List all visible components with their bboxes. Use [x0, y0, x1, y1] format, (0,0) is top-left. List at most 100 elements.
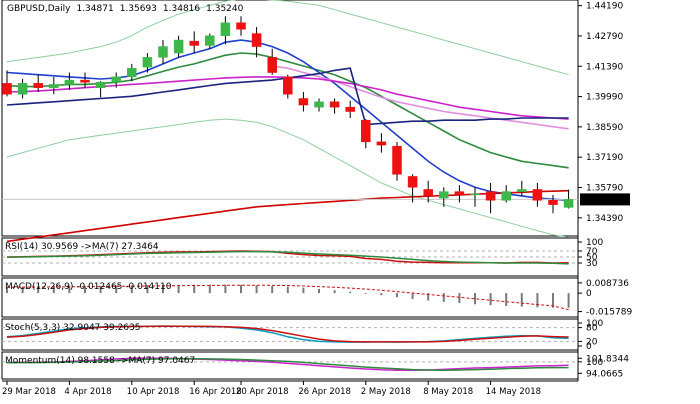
macd-histogram-bar [115, 285, 118, 294]
macd-histogram-bar [302, 287, 305, 294]
macd-histogram-bar [552, 293, 554, 308]
candle-body-bullish [220, 22, 231, 36]
candle-body-bearish [361, 119, 371, 143]
macd-histogram-bar [333, 290, 336, 294]
macd-histogram-bar [162, 284, 164, 294]
macd-histogram-bar [52, 286, 55, 294]
candles [2, 16, 574, 214]
date-tick-label: 14 May 2018 [486, 387, 541, 397]
candle-body-bearish [454, 191, 465, 196]
panel-label-macd: MACD(12,26,9) -0.012465 -0.014110 [5, 282, 172, 292]
candle-body-bearish [407, 176, 418, 188]
candle-body-bearish [189, 40, 199, 46]
macd-histogram-bar [208, 284, 211, 294]
candle-body-bearish [2, 83, 12, 95]
tick-label-rsi: 30 [586, 259, 598, 269]
timeframe-label: Daily [48, 4, 71, 14]
macd-histogram-bar [84, 286, 86, 294]
candle-body-bearish [236, 22, 246, 30]
price-tick-label: 1.34390 [586, 214, 623, 224]
price-tick-label: 1.41390 [586, 62, 623, 72]
candle-body-bullish [439, 191, 449, 199]
macd-histogram-bar [364, 293, 367, 294]
symbol-timeframe-separator: , [45, 4, 48, 14]
macd-histogram-bar [286, 286, 289, 294]
macd-histogram-bar [68, 286, 71, 294]
macd-histogram-bar [146, 285, 149, 294]
macd-histogram-bar [411, 293, 414, 299]
indicator-line-rsi-1 [6, 250, 569, 265]
candle-body-bearish [423, 189, 433, 197]
overlay-line-bollinger-lower [6, 118, 569, 238]
macd-histogram-bar [271, 285, 274, 294]
macd-histogram-bar [536, 293, 539, 308]
tick-label-momentum: 100 [586, 358, 603, 368]
macd-histogram-bar [21, 286, 24, 294]
ohlc-value: 1.35240 [206, 4, 243, 14]
date-tick-label: 4 Apr 2018 [64, 387, 111, 397]
tick-label-macd: 0 [586, 289, 592, 299]
tick-label-momentum: 101.8344 [586, 354, 629, 364]
tick-label-macd: -0.015789 [586, 308, 632, 318]
macd-histogram-bar [442, 293, 445, 302]
date-tick-label: 26 Apr 2018 [298, 387, 351, 397]
tick-label-rsi: 70 [586, 247, 598, 257]
tick-label-rsi: 50 [586, 253, 598, 263]
tick-label-momentum: 94.0665 [586, 369, 623, 379]
candle-body-bullish [173, 39, 184, 54]
macd-histogram-bar [130, 285, 133, 294]
candle-body-bullish [142, 57, 153, 68]
macd-histogram-bar [567, 293, 570, 308]
candle-body-bullish [111, 76, 121, 83]
candle-body-bullish [95, 82, 106, 88]
macd-histogram-bar [396, 293, 398, 298]
macd-histogram-bar [99, 285, 102, 294]
date-tick-label: 8 May 2018 [423, 387, 473, 397]
macd-histogram-bar [349, 291, 352, 294]
panel-label-momentum: Momentum(14) 98.1558 ->MA(7) 97.0467 [5, 356, 195, 366]
candle-body-bullish [470, 193, 480, 196]
candle-body-bearish [548, 200, 558, 205]
macd-histogram-bar [458, 293, 461, 304]
candle-body-bullish [517, 189, 527, 192]
panel-frame-momentum [1, 351, 579, 380]
ohlc-value: 1.34871 [76, 4, 113, 14]
macd-histogram-bar [193, 284, 196, 294]
price-tick-label: 1.39990 [586, 93, 623, 103]
macd-signal-line [6, 284, 569, 311]
price-tick-label: 1.37190 [586, 153, 623, 163]
candle-body-bearish [298, 98, 309, 106]
candle-body-bearish [392, 145, 402, 175]
panel-frame-price [1, 0, 579, 237]
tick-label-stoch: 0 [586, 342, 592, 352]
panel-frame-macd [1, 277, 579, 318]
candle-body-bullish [563, 199, 574, 208]
overlay-line-ma-violet [272, 65, 569, 130]
price-tick-label: 1.38590 [586, 123, 623, 133]
candle-body-bearish [376, 141, 387, 146]
macd-histogram-bar [474, 293, 476, 305]
macd-histogram-bar [427, 293, 430, 301]
date-tick-label: 2 May 2018 [361, 387, 411, 397]
candle-body-bullish [49, 84, 59, 88]
ohlc-value: 1.34816 [163, 4, 200, 14]
candle-body-bullish [127, 67, 137, 78]
candle-body-bearish [329, 101, 340, 108]
indicator-line-momentum-1 [6, 357, 569, 371]
macd-histogram-bar [380, 293, 383, 296]
candle-body-bullish [501, 191, 511, 201]
candle-body-bullish [314, 101, 324, 108]
candle-body-bearish [532, 189, 543, 201]
overlay-line-bollinger-upper [6, 0, 569, 76]
macd-histogram-bar [37, 286, 40, 294]
candle-body-bullish [158, 46, 168, 58]
panel-label-stoch: Stoch(5,3,3) 32.9047 39.2635 [5, 323, 140, 333]
candle-body-bearish [345, 106, 355, 112]
tick-label-stoch: 100 [586, 319, 603, 329]
macd-histogram-bar [489, 293, 492, 306]
